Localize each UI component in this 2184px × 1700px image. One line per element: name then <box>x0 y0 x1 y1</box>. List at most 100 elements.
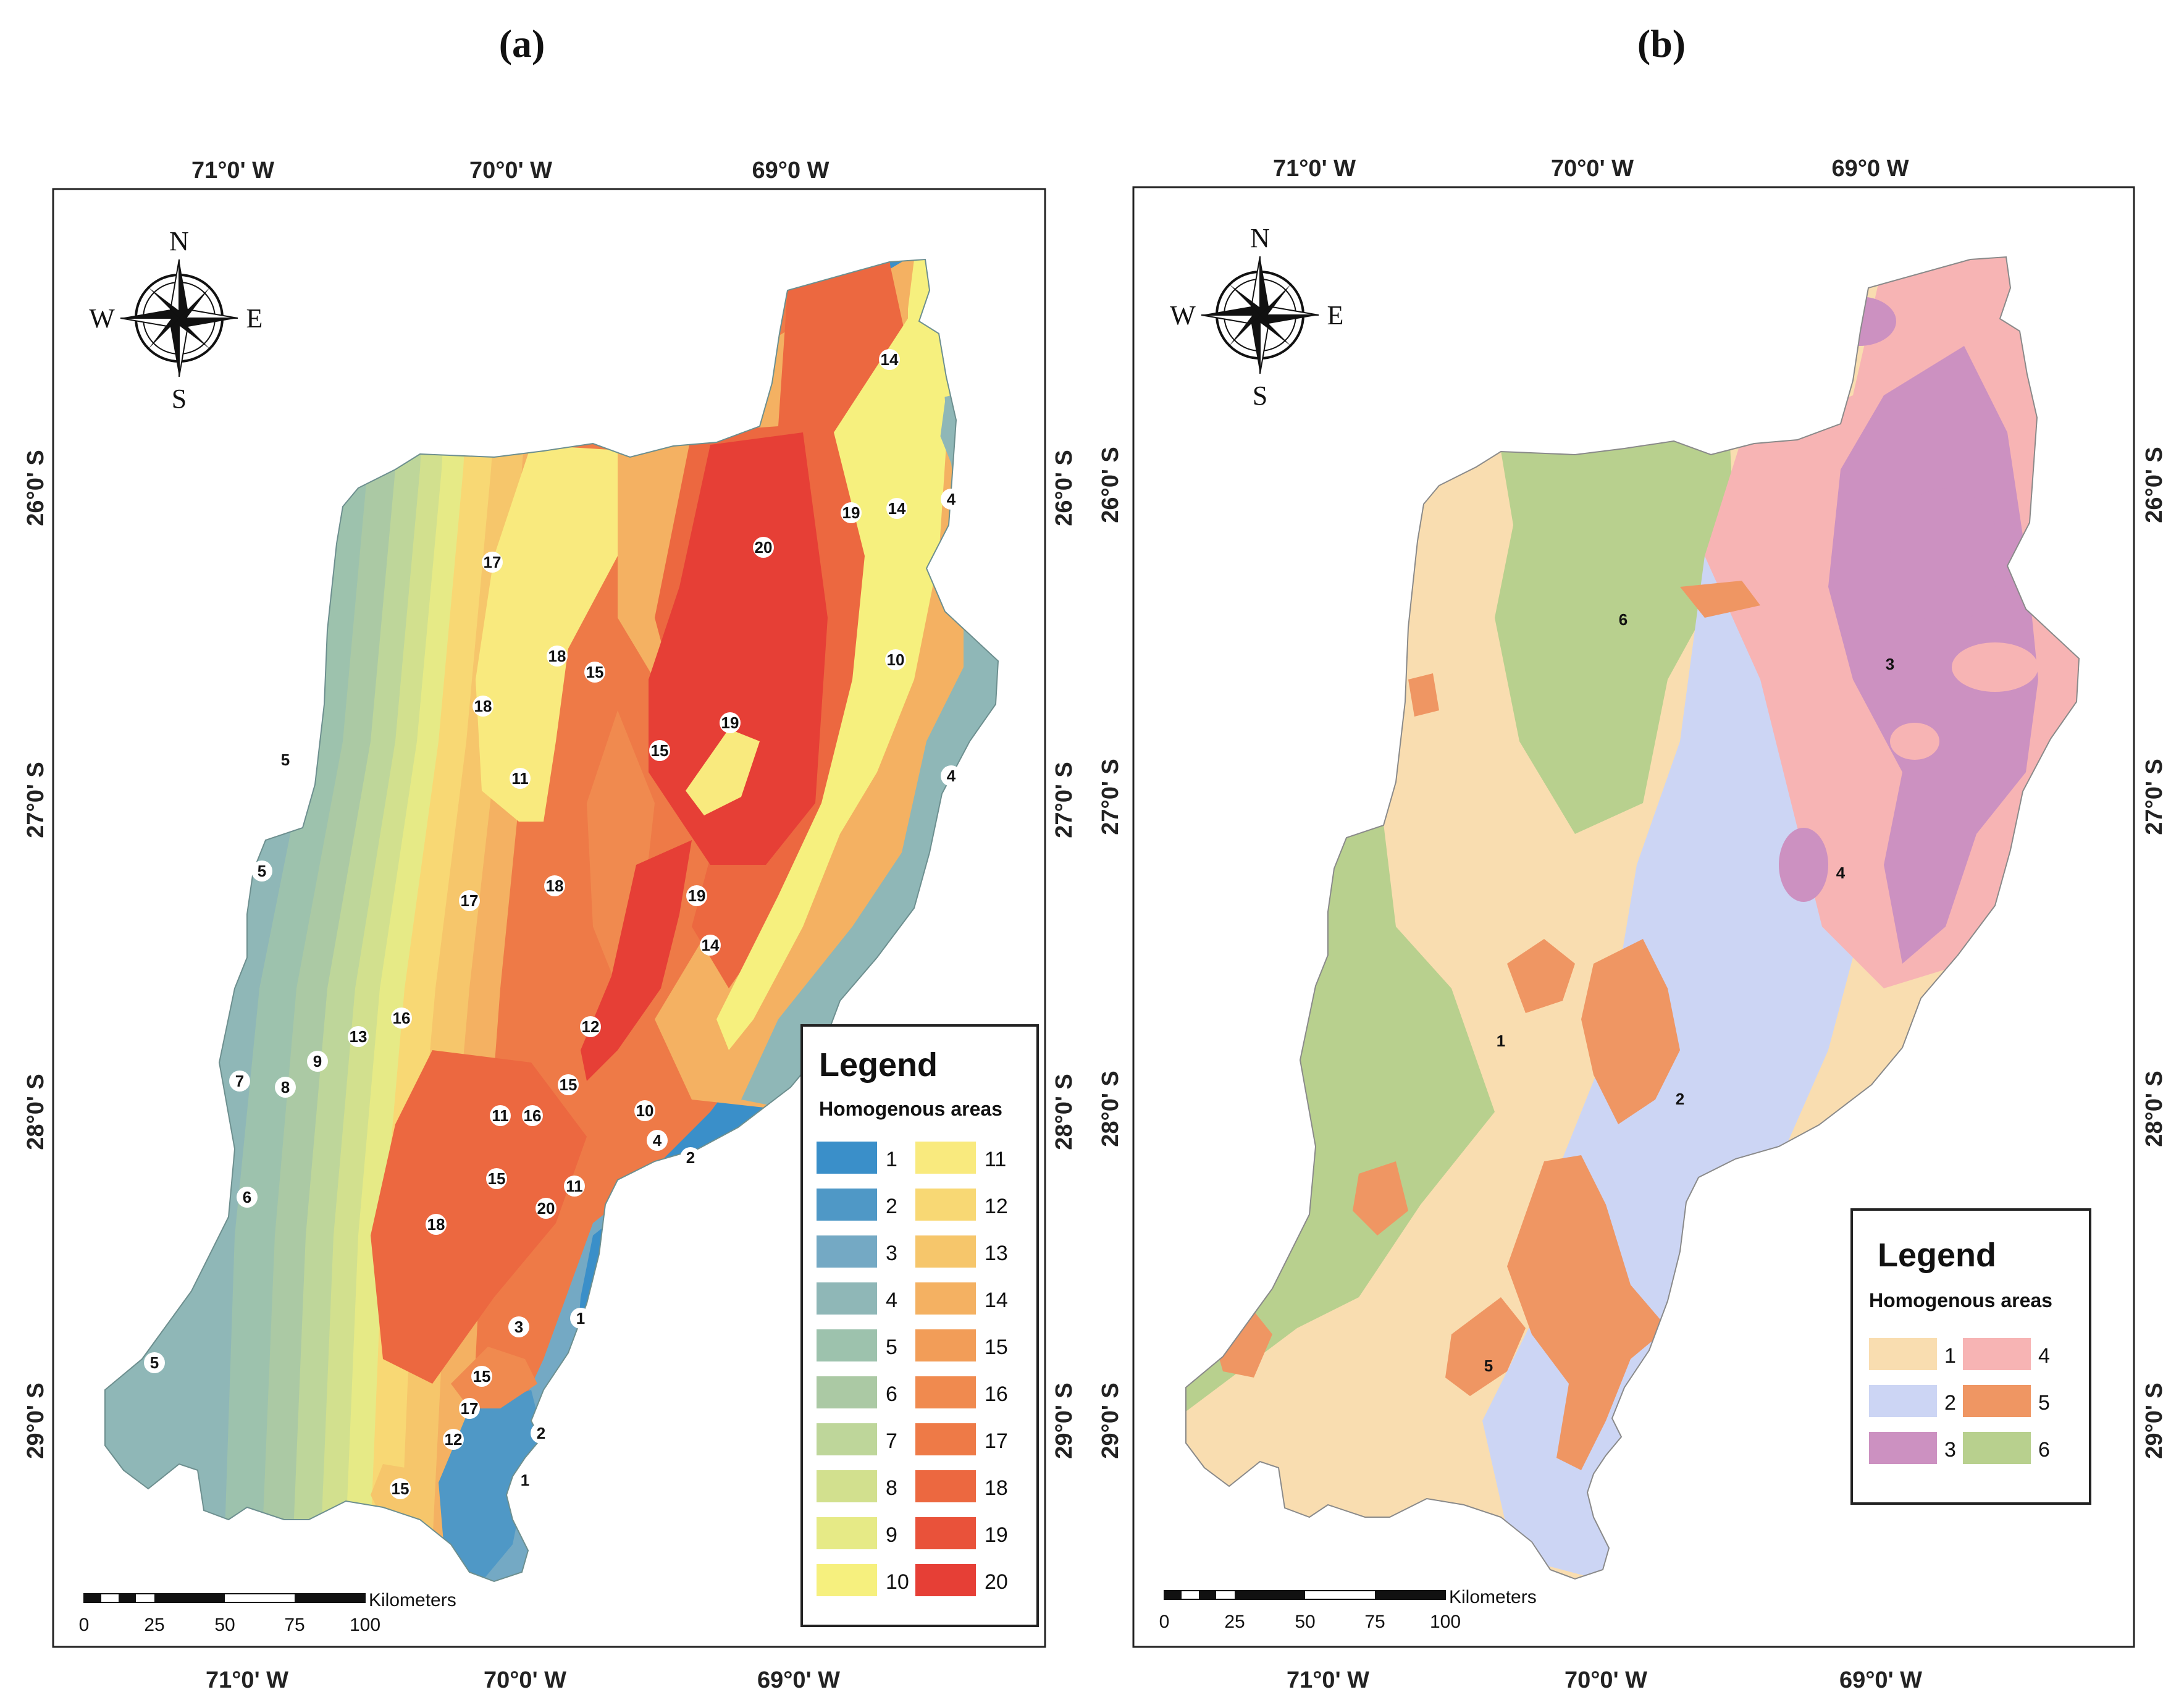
svg-text:14: 14 <box>702 936 720 954</box>
svg-text:4: 4 <box>947 490 956 508</box>
zone-label: 6 <box>1619 610 1628 629</box>
legend-swatch <box>817 1517 877 1549</box>
zone-label: 15 <box>390 1478 411 1499</box>
region-outline-a <box>104 258 999 1583</box>
scale-bar-b: Kilometers 0 25 50 75 100 <box>1159 1587 1537 1632</box>
legend-item: 19 <box>915 1517 1008 1549</box>
zone-label: 15 <box>558 1074 579 1095</box>
svg-text:8: 8 <box>281 1078 290 1096</box>
legend-swatch <box>915 1376 976 1408</box>
scale-tick: 0 <box>1159 1612 1170 1632</box>
legend-swatch <box>817 1564 877 1596</box>
legend-subtitle: Homogenous areas <box>1869 1289 2052 1311</box>
zone-label: 5 <box>144 1352 165 1373</box>
legend-swatch <box>1869 1432 1937 1464</box>
lon-labels-top-a: 71°0' W 70°0' W 69°0 W <box>191 158 830 183</box>
svg-text:17: 17 <box>461 891 479 910</box>
zone-label: 14 <box>700 935 721 956</box>
legend-label: 7 <box>886 1429 897 1453</box>
scale-tick: 100 <box>350 1615 380 1635</box>
lat-label: 27°0' S <box>1051 762 1077 838</box>
legend-label: 15 <box>985 1336 1008 1359</box>
svg-text:15: 15 <box>586 663 604 681</box>
svg-text:16: 16 <box>524 1106 542 1125</box>
zone-label: 19 <box>686 885 707 906</box>
legend-label: 14 <box>985 1289 1008 1312</box>
lon-label: 69°0 W <box>752 158 829 183</box>
legend-item: 11 <box>915 1142 1006 1174</box>
zone-label: 3 <box>1886 655 1894 673</box>
zone-label: 17 <box>459 1398 480 1419</box>
lat-label: 26°0' S <box>1098 447 1124 523</box>
legend-item: 18 <box>915 1470 1008 1502</box>
legend-label: 1 <box>1944 1344 1956 1368</box>
legend-subtitle: Homogenous areas <box>819 1098 1002 1120</box>
zone-label: 16 <box>391 1008 412 1029</box>
legend-label: 17 <box>985 1429 1008 1453</box>
zone-labels-b: 6 3 4 1 2 5 <box>1484 610 1894 1375</box>
legend-swatch <box>1963 1385 2031 1417</box>
legend-swatch <box>817 1282 877 1315</box>
legend-item: 10 <box>817 1564 909 1596</box>
legend-item: 6 <box>817 1376 897 1408</box>
scale-tick: 50 <box>1295 1612 1315 1632</box>
legend-swatch <box>915 1235 976 1268</box>
svg-text:19: 19 <box>842 503 860 522</box>
zone-labels-a: 14 19 14 4 20 17 18 15 10 18 19 15 5 11 … <box>144 349 962 1499</box>
legend-item: 8 <box>817 1470 897 1502</box>
legend-label: 18 <box>985 1476 1008 1500</box>
legend-label: 5 <box>2038 1391 2050 1415</box>
scale-unit: Kilometers <box>1449 1587 1537 1607</box>
legend-swatch <box>1963 1338 2031 1370</box>
svg-text:3: 3 <box>514 1318 523 1336</box>
legend-item: 20 <box>915 1564 1008 1596</box>
zone-label: 19 <box>720 712 741 733</box>
zone-label: 5 <box>1484 1357 1493 1375</box>
svg-text:18: 18 <box>474 697 492 715</box>
scale-tick: 0 <box>79 1615 90 1635</box>
svg-text:5: 5 <box>150 1353 159 1372</box>
zone-label: 4 <box>647 1130 668 1151</box>
lon-label: 70°0' W <box>484 1667 566 1693</box>
legend-swatch <box>1869 1385 1937 1417</box>
panel-b-title: (b) <box>1637 22 1686 65</box>
legend-swatch <box>817 1142 877 1174</box>
legend-label: 10 <box>886 1570 909 1594</box>
homogenous-areas-map-a <box>105 259 998 1581</box>
lat-label: 26°0' S <box>1051 450 1077 526</box>
legend-item: 5 <box>817 1329 897 1361</box>
svg-text:6: 6 <box>243 1188 251 1206</box>
zone-label: 5 <box>251 861 272 882</box>
scale-tick: 50 <box>214 1615 235 1635</box>
legend-title: Legend <box>1878 1237 1996 1274</box>
legend-swatch <box>915 1142 976 1174</box>
legend-item: 13 <box>915 1235 1008 1268</box>
zone-label: 8 <box>275 1077 296 1098</box>
legend-swatch <box>915 1564 976 1596</box>
legend-label: 9 <box>886 1523 897 1547</box>
legend-label: 6 <box>2038 1438 2050 1462</box>
zone-label: 1 <box>514 1470 536 1491</box>
svg-text:18: 18 <box>546 877 564 895</box>
zone-label: 17 <box>459 890 480 911</box>
lat-label: 29°0' S <box>1051 1382 1077 1459</box>
lon-label: 70°0' W <box>469 158 552 183</box>
zone-label: 10 <box>634 1100 655 1121</box>
compass-e: E <box>246 303 263 334</box>
legend-item: 16 <box>915 1376 1008 1408</box>
svg-text:9: 9 <box>313 1052 322 1071</box>
lat-label: 27°0' S <box>23 762 49 838</box>
legend-item: 1 <box>817 1142 897 1174</box>
svg-text:15: 15 <box>560 1075 578 1094</box>
svg-text:1: 1 <box>521 1471 529 1489</box>
lat-labels-left-a: 26°0' S 27°0' S 28°0' S 29°0' S <box>23 450 49 1459</box>
lat-label: 27°0' S <box>2141 759 2167 835</box>
svg-text:13: 13 <box>350 1027 368 1046</box>
legend-items: 1 4 2 5 3 6 <box>1869 1338 2050 1464</box>
zone-label: 14 <box>879 349 900 370</box>
zone-label: 4 <box>1836 864 1846 882</box>
legend-swatch <box>817 1470 877 1502</box>
legend-label: 20 <box>985 1570 1008 1594</box>
legend-label: 3 <box>886 1242 897 1265</box>
lat-label: 28°0' S <box>2141 1071 2167 1147</box>
